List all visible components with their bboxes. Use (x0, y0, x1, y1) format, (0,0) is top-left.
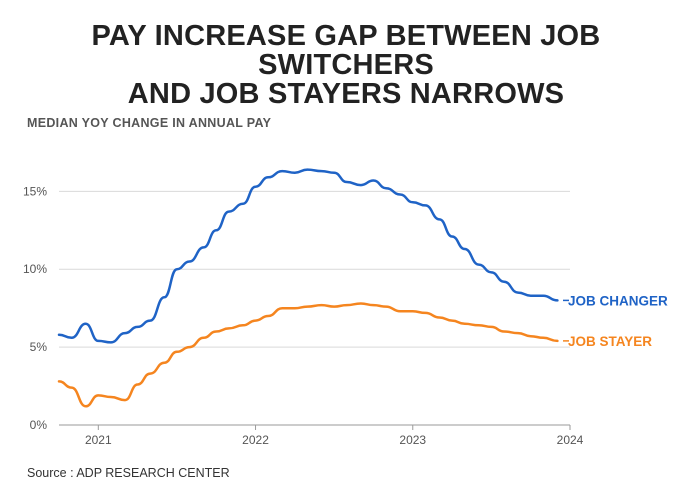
series-line (57, 302, 559, 408)
source-note: Source : ADP RESEARCH CENTER (27, 466, 230, 480)
chart-title-line-2: AND JOB STAYERS NARROWS (127, 78, 565, 110)
series-job-changer: JOB CHANGER (57, 168, 668, 344)
y-tick-label: 5% (30, 340, 48, 354)
series-end-label: JOB CHANGER (568, 293, 668, 308)
x-tick-label: 2022 (242, 433, 269, 447)
y-tick-label: 15% (23, 184, 47, 198)
x-tick-label: 2021 (85, 433, 112, 447)
chart-title-line-1: PAY INCREASE GAP BETWEEN JOB SWITCHERS (91, 20, 601, 81)
y-tick-label: 10% (23, 262, 47, 276)
y-tick-label: 0% (30, 418, 48, 432)
x-tick-label: 2024 (557, 433, 584, 447)
series-line (57, 168, 559, 344)
series-end-label: JOB STAYER (568, 334, 652, 349)
x-tick-label: 2023 (399, 433, 426, 447)
y-axis-label: MEDIAN YOY CHANGE IN ANNUAL PAY (27, 116, 272, 130)
series-job-stayer: JOB STAYER (57, 302, 652, 408)
chart-title: PAY INCREASE GAP BETWEEN JOB SWITCHERS A… (0, 22, 692, 109)
